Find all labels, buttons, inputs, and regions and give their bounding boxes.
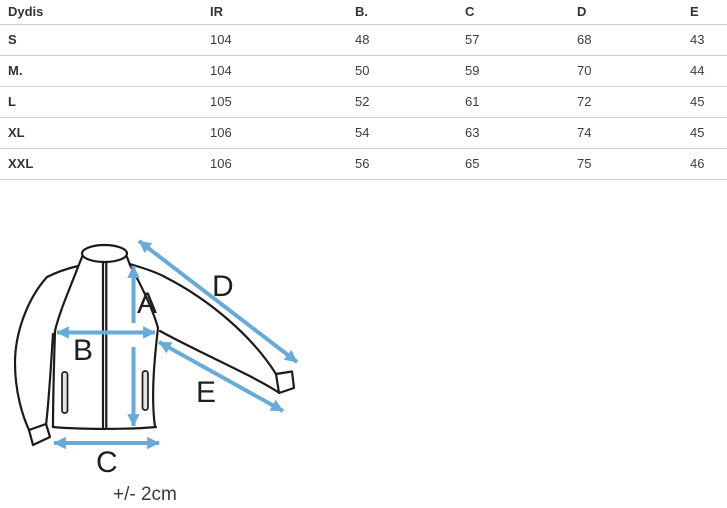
value-cell: 106 (202, 117, 347, 149)
size-cell: XXL (0, 148, 202, 180)
jacket-outline (13, 243, 296, 447)
jacket-collar (80, 243, 129, 264)
value-cell: 45 (682, 86, 727, 118)
size-table: Dydis IR B. C D E S 104 48 57 68 43 M. 1… (0, 0, 727, 180)
value-cell: 48 (347, 24, 457, 56)
jacket-left-side (51, 329, 57, 429)
jacket-zipper (101, 260, 108, 429)
measure-label-b: B (73, 334, 93, 367)
measure-label-d: D (212, 270, 234, 303)
tolerance-note: +/- 2cm (113, 484, 177, 505)
value-cell: 70 (569, 55, 682, 87)
measurement-arrows (53, 239, 299, 450)
jacket-right-side (152, 326, 160, 429)
jacket-right-sleeve-bottom (158, 329, 280, 394)
measure-label-e: E (196, 376, 216, 409)
measure-label-a: A (137, 287, 157, 320)
value-cell: 57 (457, 24, 569, 56)
value-cell: 50 (347, 55, 457, 87)
column-header-b: B. (347, 0, 457, 25)
measure-label-c: C (96, 446, 118, 479)
jacket-right-pocket (141, 370, 149, 411)
value-cell: 61 (457, 86, 569, 118)
column-header-c: C (457, 0, 569, 25)
table-row: M. 104 50 59 70 44 (0, 55, 727, 87)
value-cell: 45 (682, 117, 727, 149)
measurement-labels: A B C D E +/- 2cm (73, 270, 234, 505)
value-cell: 74 (569, 117, 682, 149)
column-header-e: E (682, 0, 727, 25)
value-cell: 106 (202, 148, 347, 180)
size-cell: S (0, 24, 202, 56)
value-cell: 43 (682, 24, 727, 56)
jacket-left-pocket (61, 371, 69, 414)
value-cell: 44 (682, 55, 727, 87)
value-cell: 104 (202, 55, 347, 87)
jacket-hem (51, 425, 158, 430)
table-row: L 105 52 61 72 45 (0, 86, 727, 118)
value-cell: 46 (682, 148, 727, 180)
value-cell: 68 (569, 24, 682, 56)
value-cell: 59 (457, 55, 569, 87)
value-cell: 52 (347, 86, 457, 118)
jacket-left-sleeve-outer (13, 264, 80, 432)
column-header-size: Dydis (0, 0, 202, 25)
value-cell: 104 (202, 24, 347, 56)
jacket-collar-left-edge (76, 255, 84, 269)
value-cell: 72 (569, 86, 682, 118)
value-cell: 63 (457, 117, 569, 149)
table-row: XXL 106 56 65 75 46 (0, 148, 727, 180)
value-cell: 105 (202, 86, 347, 118)
jacket-collar-right-edge (125, 255, 132, 267)
jacket-left-seam (53, 265, 80, 333)
value-cell: 56 (347, 148, 457, 180)
table-row: XL 106 54 63 74 45 (0, 117, 727, 149)
jacket-measurement-diagram: A B C D E +/- 2cm (13, 239, 299, 505)
value-cell: 65 (457, 148, 569, 180)
size-table-header: Dydis IR B. C D E (0, 0, 727, 25)
jacket-left-cuff (27, 422, 52, 447)
value-cell: 54 (347, 117, 457, 149)
size-cell: XL (0, 117, 202, 149)
column-header-d: D (569, 0, 682, 25)
jacket-left-sleeve-inner (44, 332, 55, 427)
table-header-row: Dydis IR B. C D E (0, 0, 727, 25)
table-row: S 104 48 57 68 43 (0, 24, 727, 56)
column-header-ir: IR (202, 0, 347, 25)
size-cell: M. (0, 55, 202, 87)
value-cell: 75 (569, 148, 682, 180)
measure-arrow-e (158, 340, 284, 413)
jacket-right-cuff (274, 370, 296, 395)
size-cell: L (0, 86, 202, 118)
